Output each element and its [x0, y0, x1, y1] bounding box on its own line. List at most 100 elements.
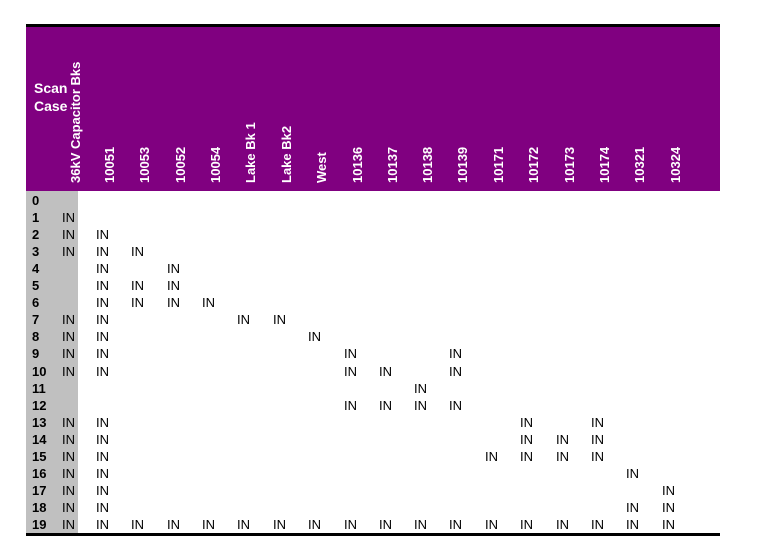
cell-in: IN: [626, 516, 639, 532]
table-row: 16 IN IN IN: [26, 465, 720, 482]
column-header-label: Lake Bk2: [279, 125, 294, 183]
column-header-label: 10054: [208, 146, 223, 183]
cell-in: IN: [62, 227, 75, 243]
column-header: 10174: [597, 33, 617, 183]
table-row: 19 IN IN IN IN IN IN IN IN IN IN IN IN IN IN IN IN IN IN: [26, 516, 720, 533]
cell-in: IN: [62, 346, 75, 362]
cell-in: IN: [62, 414, 75, 430]
table-row: 7 IN IN IN IN: [26, 311, 720, 328]
scan-case-number: 18: [32, 499, 47, 515]
scan-case-label-line1: Scan: [34, 80, 68, 96]
cell-in: IN: [237, 312, 250, 328]
scan-case-number: 16: [32, 465, 47, 481]
cell-in: IN: [662, 516, 675, 532]
column-header-label: 10321: [632, 146, 647, 183]
cell-in: IN: [131, 516, 144, 532]
column-header-label: West: [314, 152, 329, 183]
cell-in: IN: [449, 346, 462, 362]
cell-in: IN: [344, 346, 357, 362]
cell-in: IN: [96, 499, 109, 515]
table-row: 14 IN IN IN IN IN: [26, 431, 720, 448]
scan-case-number: 15: [32, 448, 47, 464]
cell-in: IN: [414, 380, 427, 396]
scan-case-number: 9: [32, 346, 40, 362]
cell-in: IN: [626, 499, 639, 515]
scan-case-number: 12: [32, 397, 47, 413]
bottom-border: [26, 533, 720, 536]
cell-in: IN: [96, 244, 109, 260]
cell-in: IN: [202, 295, 215, 311]
scan-case-number: 11: [32, 380, 46, 396]
cell-in: IN: [62, 465, 75, 481]
table-row: 11 IN: [26, 380, 720, 397]
column-header-label: 10051: [102, 146, 117, 183]
cell-in: IN: [237, 516, 250, 532]
cell-in: IN: [485, 516, 498, 532]
table-row: 5 IN IN IN: [26, 277, 720, 294]
table-row: 12 IN IN IN IN: [26, 397, 720, 414]
cell-in: IN: [520, 414, 533, 430]
cell-in: IN: [308, 516, 321, 532]
cell-in: IN: [344, 363, 357, 379]
column-header: 10321: [632, 33, 652, 183]
column-header: 10052: [173, 33, 193, 183]
scan-case-number: 6: [32, 295, 40, 311]
scan-case-number: 17: [32, 482, 47, 498]
cell-in: IN: [167, 261, 180, 277]
table-row: 6 IN IN IN IN: [26, 294, 720, 311]
cell-in: IN: [96, 448, 109, 464]
cell-in: IN: [414, 397, 427, 413]
column-header: Lake Bk 1: [243, 33, 263, 183]
cell-in: IN: [662, 499, 675, 515]
column-header-label: 10139: [455, 146, 470, 183]
cell-in: IN: [96, 363, 109, 379]
column-header-label: 10173: [562, 146, 577, 183]
scan-case-number: 1: [32, 210, 40, 226]
cell-in: IN: [379, 516, 392, 532]
cell-in: IN: [591, 414, 604, 430]
cell-in: IN: [96, 261, 109, 277]
scan-case-number: 10: [32, 363, 47, 379]
column-header-label: 10053: [137, 146, 152, 183]
cell-in: IN: [96, 295, 109, 311]
scan-case-number: 3: [32, 244, 40, 260]
cell-in: IN: [520, 516, 533, 532]
column-header-label: 10138: [420, 146, 435, 183]
table-row: 9 IN IN IN IN: [26, 345, 720, 362]
cell-in: IN: [167, 295, 180, 311]
column-header-label: 10172: [526, 146, 541, 183]
cell-in: IN: [96, 346, 109, 362]
table-row: 10 IN IN IN IN IN: [26, 363, 720, 380]
cell-in: IN: [485, 448, 498, 464]
scan-case-number: 8: [32, 329, 40, 345]
column-header: 10172: [526, 33, 546, 183]
column-header-label: 10174: [597, 146, 612, 183]
cell-in: IN: [96, 482, 109, 498]
scan-case-number: 7: [32, 312, 40, 328]
cell-in: IN: [591, 431, 604, 447]
scan-case-number: 19: [32, 516, 47, 532]
cell-in: IN: [379, 397, 392, 413]
cell-in: IN: [62, 363, 75, 379]
cell-in: IN: [591, 448, 604, 464]
cell-in: IN: [591, 516, 604, 532]
column-header: 10051: [102, 33, 122, 183]
column-header-label: 10137: [385, 146, 400, 183]
table-row: 15 IN IN IN IN IN IN: [26, 448, 720, 465]
cell-in: IN: [96, 312, 109, 328]
cell-in: IN: [414, 516, 427, 532]
cell-in: IN: [96, 278, 109, 294]
column-header-label: Lake Bk 1: [243, 122, 258, 183]
column-header: 10138: [420, 33, 440, 183]
cell-in: IN: [308, 329, 321, 345]
column-header: 36kV Capacitor Bks: [68, 33, 88, 183]
cell-in: IN: [556, 448, 569, 464]
column-header-label: 10324: [668, 146, 683, 183]
cell-in: IN: [556, 431, 569, 447]
cell-in: IN: [449, 397, 462, 413]
cell-in: IN: [273, 516, 286, 532]
top-border: [26, 24, 720, 27]
cell-in: IN: [131, 278, 144, 294]
cell-in: IN: [62, 210, 75, 226]
cell-in: IN: [556, 516, 569, 532]
